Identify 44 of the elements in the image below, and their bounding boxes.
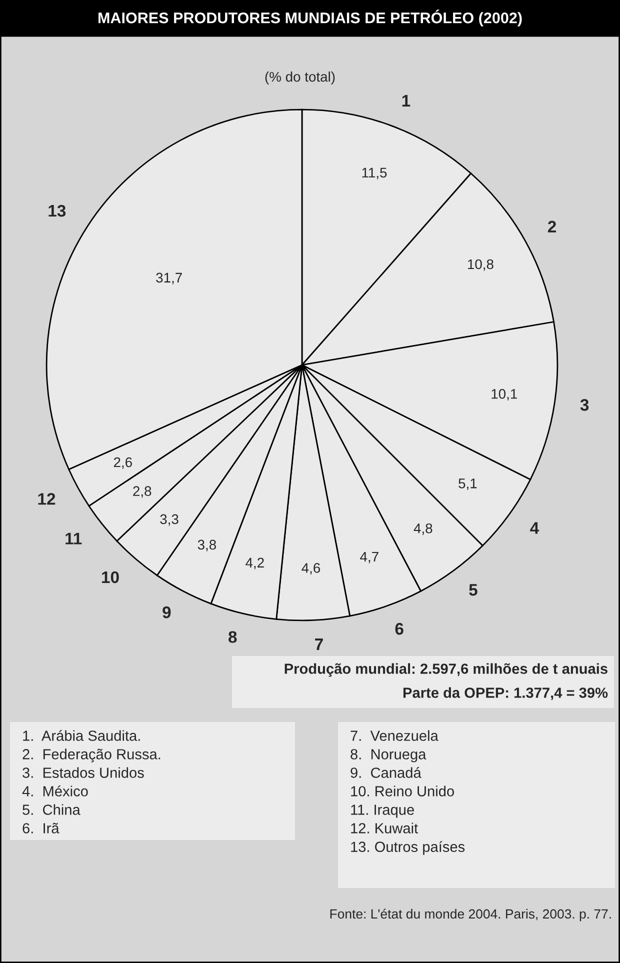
text: 10. Reino Unido (351, 786, 454, 796)
data-label: 3,8 (198, 540, 216, 552)
text: 11. Iraque (351, 804, 414, 818)
slice-label: 6 (395, 622, 404, 635)
data-label: 4,6 (302, 563, 320, 575)
data-label: 31,7 (156, 272, 182, 284)
data-label: 5,1 (458, 478, 477, 490)
chart-subtitle: (% do total) (265, 72, 335, 84)
chart-title: MAIORES PRODUTORES MUNDIAIS DE PETRÓLEO (2002) (98, 10, 522, 26)
data-label: 3,3 (160, 514, 178, 526)
slice-label: 13 (48, 204, 66, 217)
slice-label: 8 (228, 631, 237, 643)
slice-label: 7 (315, 638, 323, 650)
source-note: Fonte: L'état du monde 2004. Paris, 2003. p. 77. (330, 908, 611, 922)
text: 6. Irã (22, 822, 60, 834)
data-label: 10,1 (492, 388, 517, 400)
data-label: 2,8 (133, 486, 152, 498)
slice-label: 2 (548, 220, 556, 232)
text: 2. Federação Russa. (22, 748, 160, 762)
text: Parte da OPEP: 1.377,4 = 39% (403, 687, 608, 700)
slice-label: 12 (38, 493, 56, 505)
slice-label: 3 (580, 399, 589, 411)
text: Produção mundial: 2.597,6 milhões de t anuais (284, 663, 608, 677)
data-label: 4,8 (414, 523, 432, 535)
text: 3. Estados Unidos (22, 767, 144, 778)
slice-label: 9 (162, 606, 171, 618)
text: 12. Kuwait (351, 822, 418, 834)
text: 7. Venezuela (350, 730, 438, 741)
data-label: 4,7 (360, 552, 378, 564)
text: 4. México (22, 786, 88, 796)
data-label: 10,8 (468, 259, 494, 271)
text: 8. Noruega (350, 749, 426, 762)
data-label: 4,2 (246, 558, 264, 570)
text: 1. Arábia Saudita. (23, 730, 140, 741)
slice-label: 11 (66, 532, 82, 544)
slice-label: 10 (102, 571, 119, 584)
slice-label: 5 (469, 584, 478, 596)
slice-label: 4 (530, 522, 540, 534)
slice-label: 1 (402, 94, 410, 106)
text: 13. Outros países (351, 841, 465, 855)
text: 9. Canadá (350, 767, 422, 778)
data-label: 11,5 (362, 168, 387, 180)
text: 5. China (22, 804, 80, 815)
data-label: 2,6 (114, 457, 132, 469)
